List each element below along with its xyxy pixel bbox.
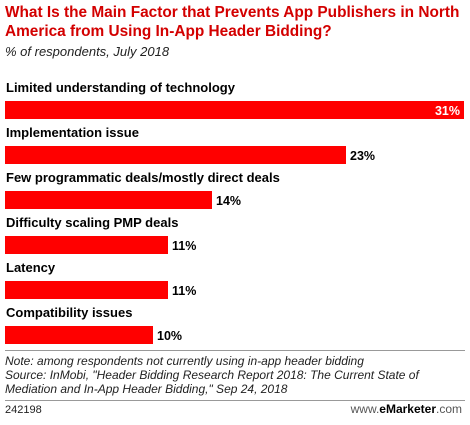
category-label: Implementation issue [6, 125, 139, 140]
bar [5, 236, 168, 254]
chart-subtitle: % of respondents, July 2018 [5, 44, 170, 59]
value-label: 10% [157, 329, 182, 343]
value-label: 11% [172, 284, 196, 298]
category-label: Limited understanding of technology [6, 80, 236, 95]
bar [5, 101, 464, 119]
value-label: 14% [216, 194, 241, 208]
value-label: 11% [172, 239, 196, 253]
divider-bottom [5, 400, 465, 401]
note-text: Note: among respondents not currently us… [5, 354, 364, 368]
brand-suffix: .com [435, 402, 462, 416]
source-text: Source: InMobi, "Header Bidding Research… [5, 368, 419, 396]
value-label: 31% [435, 104, 460, 118]
value-label: 23% [350, 149, 375, 163]
category-label: Latency [6, 260, 56, 275]
bar-chart: Limited understanding of technology 31% Im… [5, 80, 464, 344]
category-label: Compatibility issues [6, 305, 132, 320]
chart-id: 242198 [5, 404, 42, 416]
bar [5, 191, 212, 209]
brand-prefix: www. [350, 402, 380, 416]
category-label: Few programmatic deals/mostly direct dea… [6, 170, 280, 185]
divider-top [5, 350, 465, 351]
bar [5, 146, 346, 164]
chart-title: What Is the Main Factor that Prevents Ap… [5, 4, 460, 40]
brand-logo: www.eMarketer.com [351, 402, 462, 416]
brand-name: eMarketer [379, 402, 436, 416]
chart-svg: Limited understanding of technology 31% Im… [5, 80, 464, 344]
bar [5, 326, 153, 344]
bar [5, 281, 168, 299]
category-label: Difficulty scaling PMP deals [6, 215, 178, 230]
footnote: Note: among respondents not currently us… [5, 354, 465, 396]
